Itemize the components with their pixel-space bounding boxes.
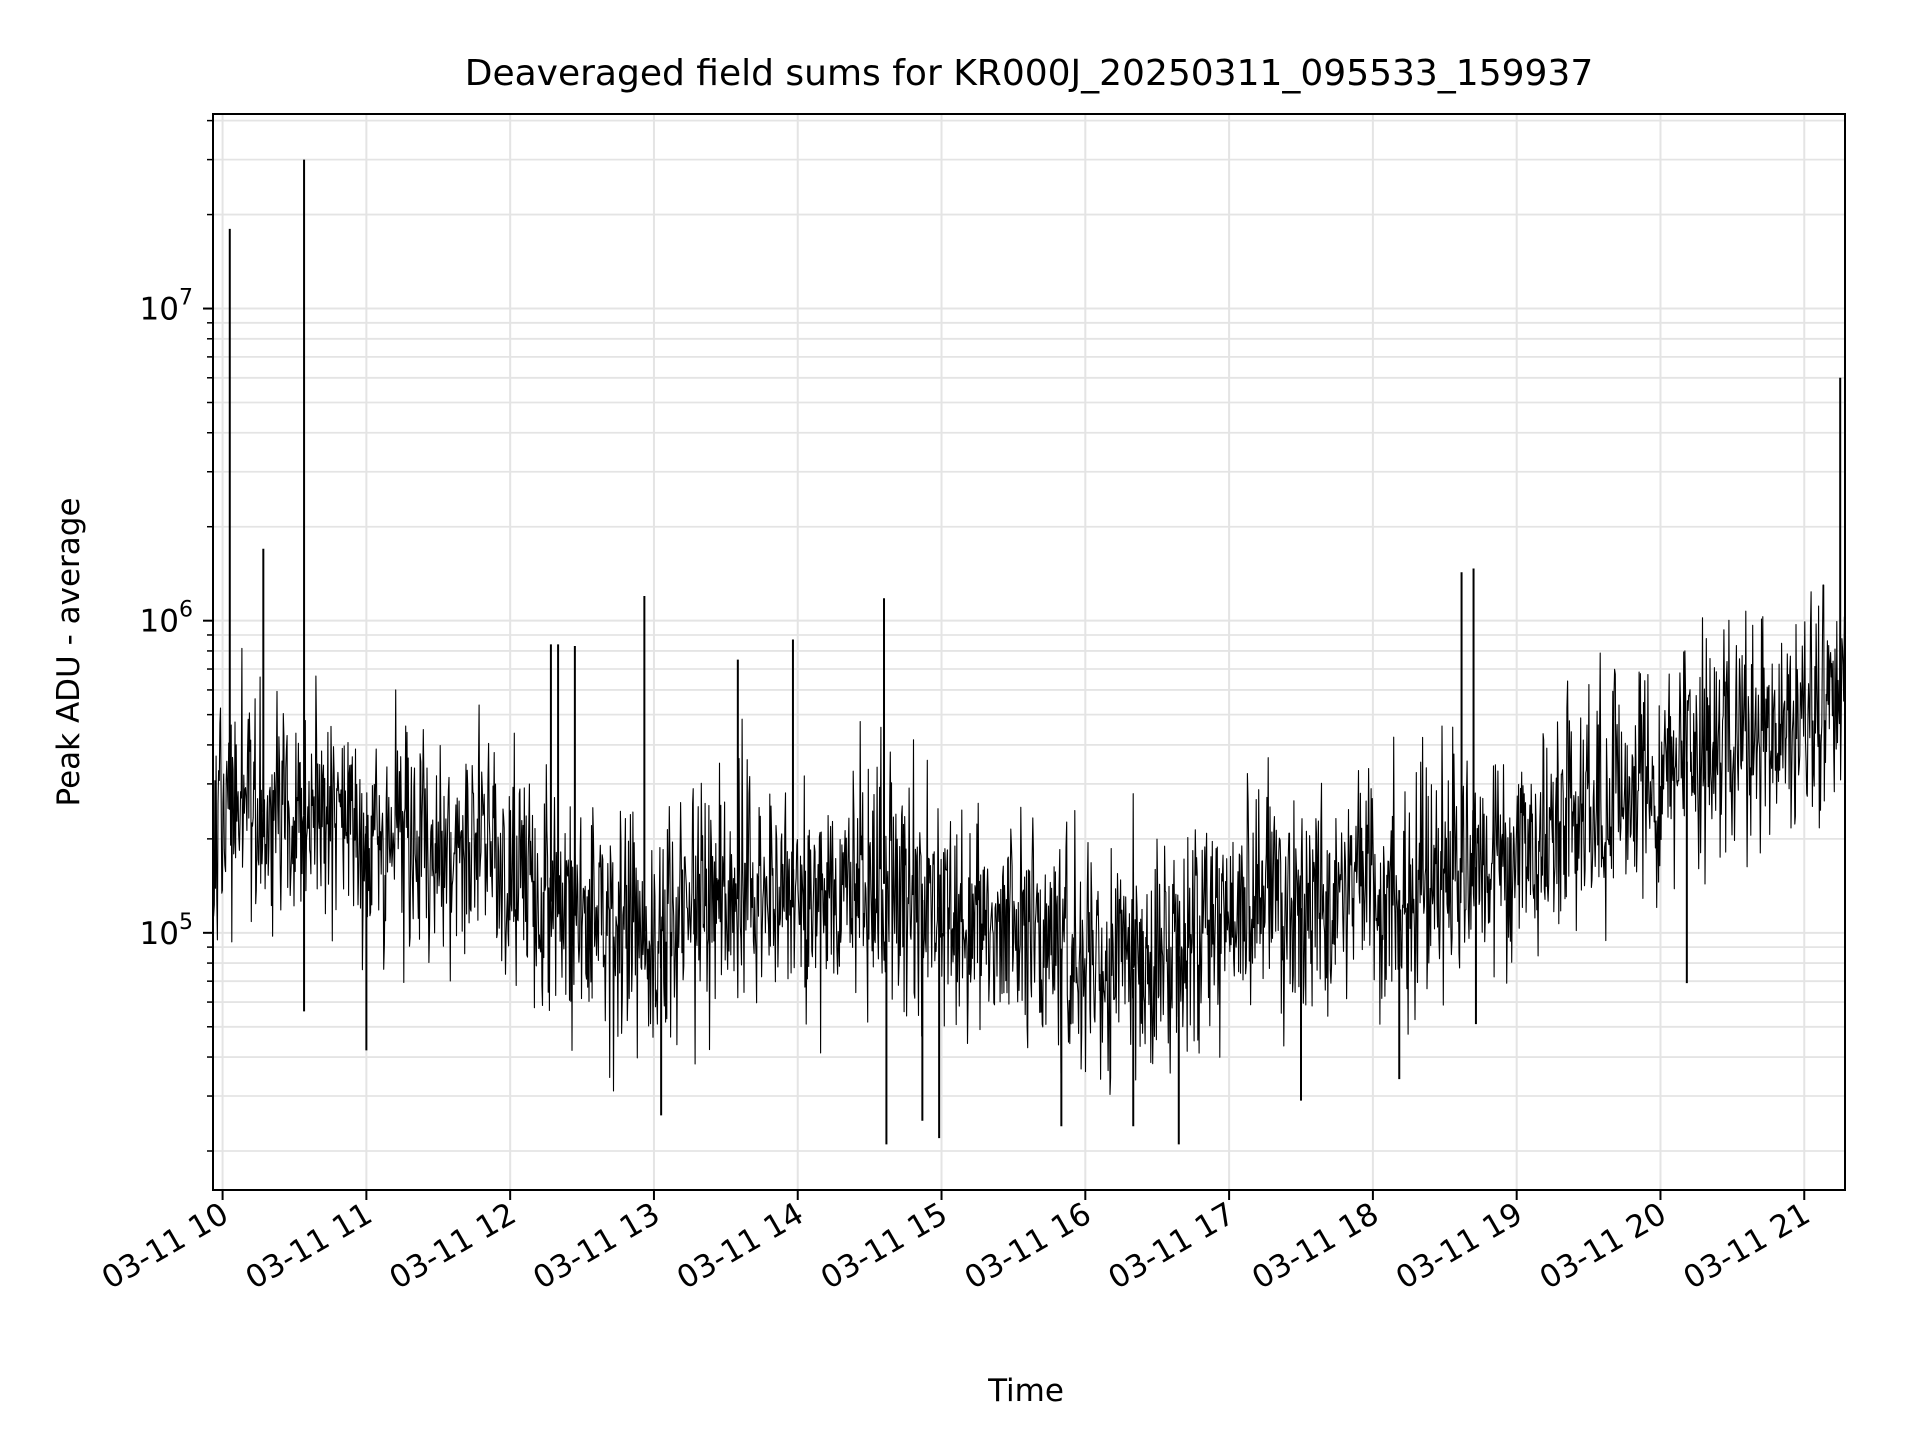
x-tick-label: 03-11 13: [527, 1196, 666, 1297]
x-tick-label: 03-11 14: [671, 1196, 810, 1297]
chart-title: Deaveraged field sums for KR000J_2025031…: [465, 53, 1593, 94]
y-axis-label: Peak ADU - average: [51, 497, 87, 806]
x-tick-label: 03-11 10: [96, 1196, 235, 1297]
y-tick-label: 106: [140, 598, 193, 640]
grid-lines: [213, 114, 1845, 1190]
x-tick-label: 03-11 12: [383, 1196, 522, 1297]
y-tick-label: 107: [140, 286, 193, 328]
series-line-field-sums: [213, 584, 1845, 1096]
x-tick-label: 03-11 11: [240, 1196, 379, 1297]
x-tick-label: 03-11 21: [1678, 1196, 1817, 1297]
x-tick-label: 03-11 17: [1102, 1196, 1241, 1297]
spike-marks: [228, 159, 1842, 1145]
x-tick-label: 03-11 18: [1246, 1196, 1385, 1297]
plot-frame: [212, 113, 1846, 1191]
x-tick-label: 03-11 15: [815, 1196, 954, 1297]
x-tick-label: 03-11 19: [1390, 1196, 1529, 1297]
x-tick-label: 03-11 16: [959, 1196, 1098, 1297]
x-axis-label: Time: [987, 1373, 1064, 1409]
y-tick-label: 105: [140, 910, 193, 952]
x-tick-label: 03-11 20: [1534, 1196, 1673, 1297]
